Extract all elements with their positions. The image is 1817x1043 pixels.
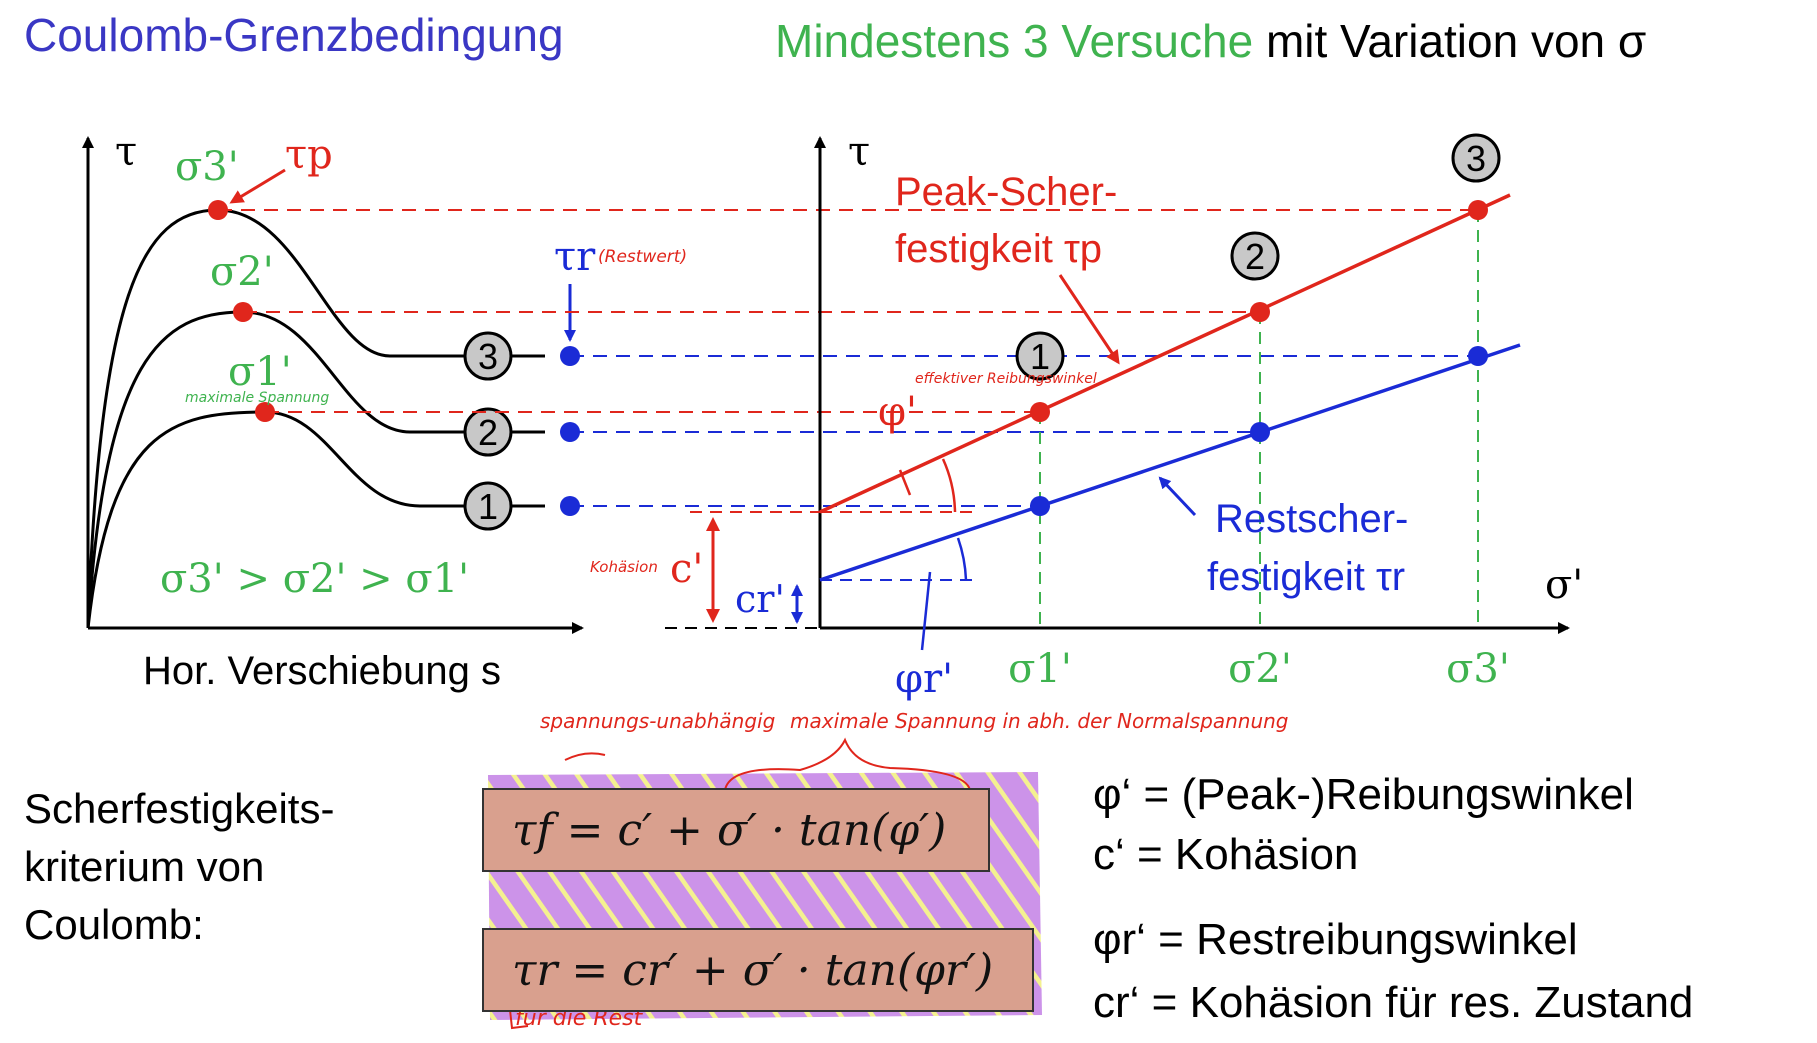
- svg-text:1: 1: [478, 486, 498, 527]
- sigma3-peak-label: σ3': [175, 144, 239, 190]
- tau-r-label: τr: [554, 234, 596, 280]
- env-peak-3: [1468, 200, 1488, 220]
- residual-envelope: [819, 343, 1521, 582]
- point-number-2: 2: [1230, 231, 1280, 281]
- phi-r-arc: [956, 537, 968, 581]
- handwritten-peak-note: maximale Spannung: [185, 390, 329, 406]
- point-number-3: 3: [1451, 133, 1501, 183]
- formula-residual: τr = cr′ + σ′ · tan(φr′): [482, 928, 1034, 1012]
- peak-label-arrow: [1058, 274, 1120, 365]
- note-rest-arrow: [509, 1009, 529, 1030]
- env-res-3: [1468, 346, 1488, 366]
- curve-number-2: 2: [463, 407, 513, 457]
- sigma2-peak-label: σ2': [210, 249, 274, 295]
- curve-number-1: 1: [463, 481, 513, 531]
- point-number-1: 1: [1015, 331, 1065, 381]
- phi-r-pointer: [920, 571, 932, 651]
- rest-label-arrow: [1158, 476, 1197, 517]
- env-res-2: [1250, 422, 1270, 442]
- peak-label-2: festigkeit τp: [895, 227, 1102, 271]
- phi-arc: [941, 458, 957, 513]
- right-x-axis-label: σ': [1545, 562, 1583, 608]
- note-independent: spannungs-unabhängig: [540, 709, 775, 733]
- svg-text:2: 2: [1245, 236, 1265, 277]
- x-tick-sigma3: σ3': [1446, 646, 1510, 692]
- formula-peak: τf = c′ + σ′ · tan(φ′): [482, 788, 990, 872]
- x-tick-sigma2: σ2': [1228, 646, 1292, 692]
- x-tick-sigma1: σ1': [1008, 646, 1072, 692]
- note-bracket-1: [564, 752, 606, 761]
- title-experiments-black: mit Variation von σ: [1265, 15, 1647, 67]
- svg-text:2: 2: [478, 412, 498, 453]
- curve-number-3: 3: [463, 331, 513, 381]
- rest-label-1: Restscher-: [1215, 497, 1408, 541]
- left-x-axis-label: Hor. Verschiebung s: [143, 649, 501, 693]
- right-y-axis-label: τ: [848, 129, 870, 175]
- tau-r-note: (Restwert): [598, 247, 687, 267]
- sigma1-peak-label: σ1': [228, 349, 292, 395]
- tau-p-arrow: [229, 168, 286, 204]
- legend-phi: φ‘ = (Peak-)Reibungswinkel: [1093, 770, 1634, 819]
- phi-label: φ': [878, 389, 917, 435]
- inequality-label: σ3' > σ2' > σ1': [160, 556, 469, 602]
- tau-p-label: τp: [285, 132, 333, 178]
- cr-label: cr': [735, 577, 785, 621]
- svg-text:1: 1: [1030, 336, 1050, 377]
- criterion-label: Scherfestigkeits-kriterium von Coulomb:: [24, 785, 335, 948]
- title-coulomb: Coulomb-Grenzbedingung: [24, 9, 564, 61]
- legend-c: c‘ = Kohäsion: [1093, 830, 1359, 879]
- rest-label-2: festigkeit τr: [1207, 555, 1405, 599]
- handwritten-phi-note: effektiver Reibungswinkel: [915, 371, 1097, 387]
- peak-envelope: [819, 193, 1511, 514]
- phi-r-label: φr': [895, 656, 953, 702]
- phi-tick: [898, 469, 912, 496]
- svg-text:3: 3: [478, 336, 498, 377]
- title-experiments: Mindestens 3 Versuche mit Variation von …: [775, 14, 1646, 68]
- title-experiments-green: Mindestens 3 Versuche: [775, 15, 1254, 67]
- legend-c-r: cr‘ = Kohäsion für res. Zustand: [1093, 978, 1694, 1027]
- note-bracket-2: [724, 737, 971, 791]
- left-y-axis-label: τ: [115, 129, 137, 175]
- legend-phi-r: φr‘ = Restreibungswinkel: [1093, 915, 1578, 964]
- c-label: c': [670, 546, 703, 592]
- env-res-1: [1030, 496, 1050, 516]
- note-normal-stress: maximale Spannung in abh. der Normalspan…: [790, 709, 1289, 733]
- env-peak-2: [1250, 302, 1270, 322]
- peak-label-1: Peak-Scher-: [895, 170, 1117, 214]
- env-peak-1: [1030, 402, 1050, 422]
- svg-text:3: 3: [1466, 138, 1486, 179]
- handwritten-c-note: Kohäsion: [590, 558, 658, 576]
